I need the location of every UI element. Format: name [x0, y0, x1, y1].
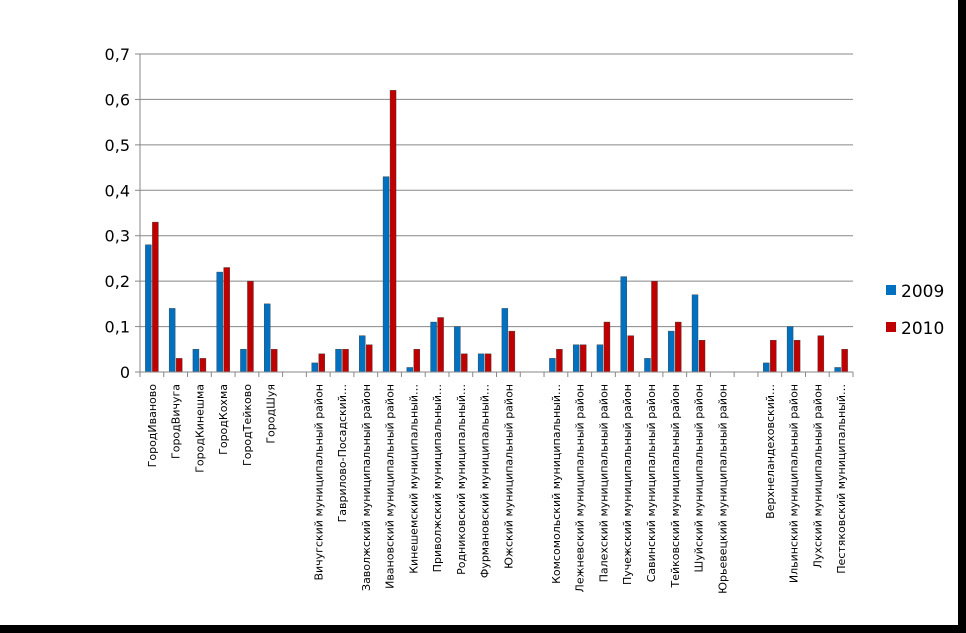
bar-2010-9 [366, 344, 373, 373]
y-tick-label: 0,7 [105, 45, 130, 64]
bar-2009-19 [596, 344, 604, 373]
bar-chart: 00,10,20,30,40,50,60,7 ГородИваново Город… [105, 45, 945, 594]
bar-2009-3 [216, 271, 223, 373]
x-category-label: ГородКинешма [193, 384, 206, 473]
bar-2009-0 [145, 244, 152, 373]
bar-2010-4 [247, 280, 254, 373]
bar-2009-5 [264, 303, 271, 373]
bar-2010-19 [603, 321, 611, 373]
bar-2009-15 [501, 308, 509, 373]
bar-2010-2 [199, 358, 207, 373]
x-category-label: Заволжский муниципальный район [360, 384, 373, 591]
bar-2010-18 [579, 344, 587, 373]
y-tick-label: 0,5 [105, 136, 130, 155]
x-category-label: ГородКохма [217, 384, 230, 455]
legend-swatch-2009 [886, 285, 896, 295]
bar-2009-23 [691, 294, 699, 373]
x-category-label: Гаврилово-Посадский… [336, 384, 349, 522]
legend-label-2009: 2009 [901, 282, 944, 302]
x-category-label: ГородИваново [146, 384, 159, 468]
bar-2010-21 [651, 280, 658, 373]
bar-2009-11 [406, 367, 414, 373]
bar-2009-22 [668, 330, 675, 373]
bar-2009-14 [477, 353, 485, 373]
bar-2009-7 [311, 362, 318, 373]
bar-2010-26 [770, 340, 777, 373]
bar-2010-8 [342, 349, 349, 373]
bar-2010-28 [817, 335, 825, 373]
bar-2010-15 [508, 330, 516, 373]
x-category-label: Савинский муниципальный район [645, 384, 658, 582]
bar-2010-13 [461, 353, 468, 373]
chart-frame: 0 0,1 0,2 0,3 0,4 0,5 0,6 0,7 ГородИваново Город… [0, 0, 958, 625]
y-axis-ticks: 0 0,1 0,2 0,3 0,4 0,5 0,6 0,7 [105, 45, 140, 382]
x-category-label: Кинешемский муниципальный… [407, 384, 420, 574]
bar-2009-21 [644, 358, 651, 373]
legend-swatch-2010 [886, 322, 896, 332]
bar-2009-12 [430, 321, 437, 373]
x-category-label: Верхнеландеховский… [764, 384, 777, 519]
legend-label-2010: 2010 [901, 319, 944, 339]
bar-2009-4 [240, 349, 247, 373]
bar-2010-20 [627, 335, 634, 373]
bar-2009-26 [763, 362, 770, 373]
x-axis-labels: ГородИваново ГородВичуга ГородКинешма Город… [146, 384, 848, 594]
x-category-label: Приволжский муниципальный… [431, 384, 444, 572]
x-category-label: Комсомольский муниципальный… [550, 384, 563, 584]
legend: 2009 2010 [886, 282, 944, 339]
bar-2010-10 [389, 90, 397, 373]
x-category-label: Юрьевецкий муниципальный район [716, 384, 729, 594]
x-category-label: Лухский муниципальный район [811, 384, 824, 568]
x-category-label: Вичугский муниципальный район [312, 384, 325, 581]
bar-2010-3 [223, 267, 230, 373]
x-category-label: Пестяковский муниципальный… [835, 384, 848, 574]
y-tick-label: 0 [120, 363, 130, 382]
bar-2009-29 [834, 367, 841, 373]
y-tick-label: 0,6 [105, 90, 130, 109]
bars [145, 90, 848, 373]
x-category-label: Ильинский муниципальный район [788, 384, 801, 583]
y-tick-label: 0,2 [105, 272, 130, 291]
bar-2010-5 [271, 349, 278, 373]
bar-2010-29 [841, 349, 848, 373]
y-tick-label: 0,4 [105, 181, 130, 200]
bar-2010-1 [175, 358, 183, 373]
x-category-label: Южский муниципальный район [502, 384, 515, 569]
bar-2010-7 [318, 353, 325, 373]
bar-2009-1 [168, 308, 176, 373]
bar-2009-27 [786, 326, 794, 373]
bar-2009-13 [454, 326, 461, 373]
bar-2009-8 [335, 349, 342, 373]
bar-2010-12 [437, 317, 444, 373]
x-category-label: Фурмановский муниципальный… [479, 384, 492, 578]
bar-2010-17 [556, 349, 563, 373]
bar-2010-14 [484, 353, 492, 373]
bar-2010-23 [698, 340, 706, 373]
bar-2009-10 [382, 176, 390, 373]
x-category-label: Ивановский муниципальный район [384, 384, 397, 589]
bar-2010-27 [793, 340, 801, 373]
x-category-label: Лежневский муниципальный район [574, 384, 587, 592]
x-category-label: Палехский муниципальный район [597, 384, 610, 582]
bar-2009-17 [549, 358, 556, 373]
x-category-label: Шуйский муниципальный район [693, 384, 706, 572]
x-category-label: ГородШуя [265, 384, 278, 444]
bar-2009-9 [359, 335, 366, 373]
gridlines [140, 53, 853, 328]
y-tick-label: 0,1 [105, 318, 130, 337]
x-category-label: Тейковский муниципальный район [669, 384, 682, 589]
bar-2009-2 [192, 349, 200, 373]
x-category-label: ГородВичуга [170, 384, 183, 459]
bar-2010-11 [413, 349, 421, 373]
x-category-label: ГородТейково [241, 384, 254, 466]
x-category-label: Пучежский муниципальный район [621, 384, 634, 585]
x-category-label: Родниковский муниципальный… [455, 384, 468, 575]
bar-2010-0 [152, 221, 159, 373]
bar-2009-18 [572, 344, 580, 373]
y-tick-label: 0,3 [105, 227, 130, 246]
bar-2009-20 [620, 276, 627, 373]
bar-2010-22 [675, 321, 682, 373]
axes [139, 54, 854, 377]
